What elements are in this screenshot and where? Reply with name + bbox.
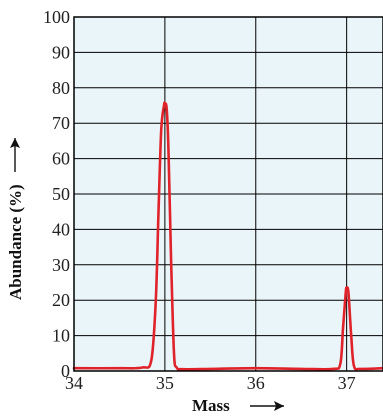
y-axis-arrow bbox=[10, 138, 20, 172]
x-axis-title-group: Mass bbox=[192, 396, 284, 415]
y-tick-label: 30 bbox=[52, 255, 70, 275]
y-tick-label: 100 bbox=[43, 7, 70, 27]
y-axis-title-group: Abundance (%) bbox=[6, 138, 25, 300]
y-tick-label: 70 bbox=[52, 113, 70, 133]
y-tick-label: 10 bbox=[52, 326, 70, 346]
y-tick-label: 40 bbox=[52, 219, 70, 239]
x-axis-title: Mass bbox=[192, 396, 230, 415]
y-tick-label: 60 bbox=[52, 149, 70, 169]
y-tick-label: 80 bbox=[52, 78, 70, 98]
x-tick-label: 35 bbox=[156, 373, 174, 393]
series-line bbox=[72, 101, 383, 371]
y-tick-label: 20 bbox=[52, 290, 70, 310]
y-tick-label: 0 bbox=[61, 361, 70, 381]
y-axis-title: Abundance (%) bbox=[6, 184, 25, 300]
tick-labels: 0 10 20 30 40 50 60 70 80 90 100 34 35 36 37 bbox=[43, 7, 356, 393]
plot-frame bbox=[73, 16, 383, 372]
x-tick-label: 34 bbox=[65, 373, 83, 393]
x-tick-label: 36 bbox=[247, 373, 265, 393]
y-tick-label: 90 bbox=[52, 42, 70, 62]
y-tick-label: 50 bbox=[52, 184, 70, 204]
x-tick-label: 37 bbox=[338, 373, 356, 393]
x-axis-arrow bbox=[250, 401, 284, 411]
